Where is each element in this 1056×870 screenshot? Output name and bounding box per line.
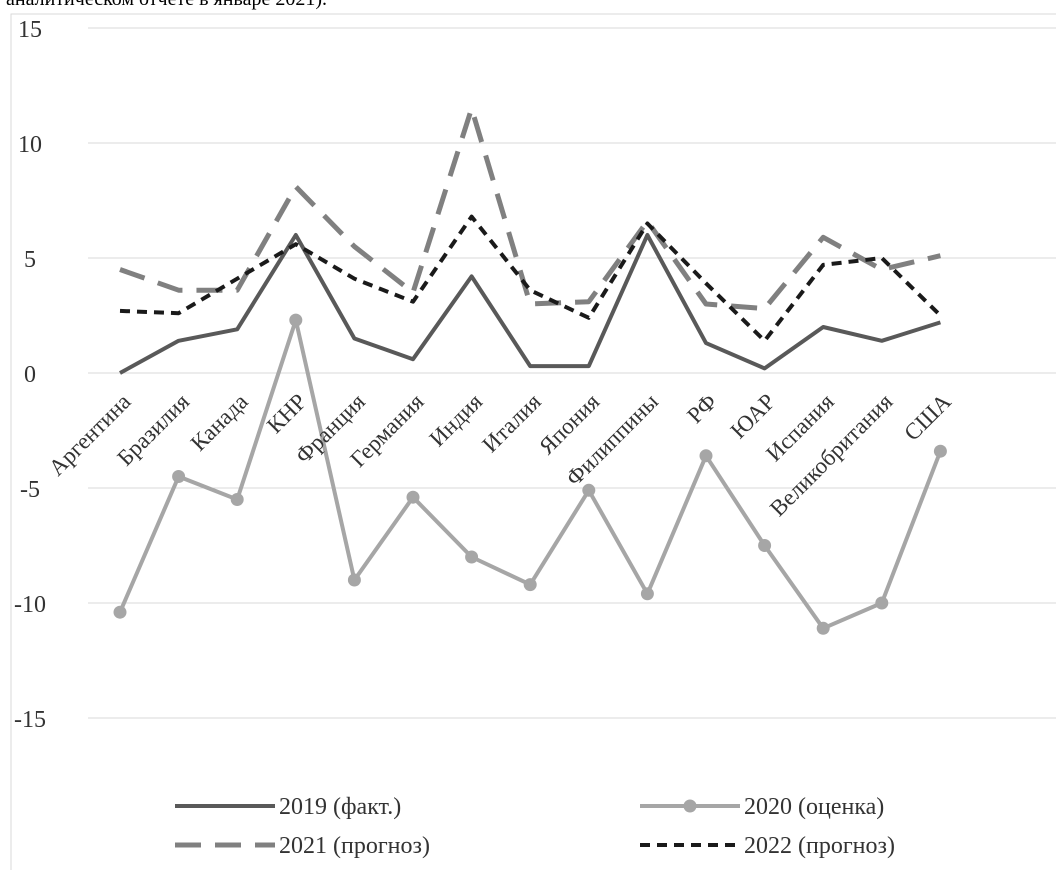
series-lines xyxy=(113,106,947,635)
x-category-label: ЮАР xyxy=(726,389,781,444)
data-point xyxy=(875,596,889,610)
series-line-0 xyxy=(119,233,941,375)
y-tick-label: 10 xyxy=(18,132,42,158)
data-point xyxy=(406,490,420,504)
data-point xyxy=(465,550,479,564)
y-tick-label: 15 xyxy=(18,17,42,43)
legend-label: 2022 (прогноз) xyxy=(744,833,895,859)
legend-label: 2021 (прогноз) xyxy=(279,833,430,859)
chart-border xyxy=(10,13,1056,870)
x-category-label: США xyxy=(899,389,956,446)
chart-caption: аналитическом отчете в январе 2021). xyxy=(6,0,327,11)
data-point xyxy=(933,444,947,458)
x-category-label: Канада xyxy=(186,389,253,456)
legend-marker xyxy=(683,799,697,813)
y-tick-label: 0 xyxy=(24,362,36,388)
legend-label: 2020 (оценка) xyxy=(744,794,884,820)
x-category-label: РФ xyxy=(682,389,721,428)
x-category-label: Индия xyxy=(425,389,488,452)
legend-label: 2019 (факт.) xyxy=(279,794,401,820)
data-point xyxy=(347,573,361,587)
x-category-label: Аргентина xyxy=(44,389,136,481)
gridlines xyxy=(88,27,1056,719)
data-point xyxy=(523,578,537,592)
y-tick-label: 5 xyxy=(24,247,36,273)
data-point xyxy=(816,621,830,635)
y-tick-label: -10 xyxy=(14,592,46,618)
data-point xyxy=(640,587,654,601)
legend: 2019 (факт.) 2020 (оценка) 2021 (прогноз) 2… xyxy=(175,794,895,859)
y-tick-label: -15 xyxy=(14,707,46,733)
data-point xyxy=(289,313,303,327)
data-point xyxy=(172,470,186,483)
series-line-2 xyxy=(119,106,941,312)
y-tick-label: -5 xyxy=(20,477,40,503)
y-axis-tick-labels: 15 10 5 0 -5 -10 -15 xyxy=(14,17,46,733)
data-point xyxy=(113,605,127,619)
data-point xyxy=(758,539,772,552)
data-point xyxy=(230,493,244,506)
data-point xyxy=(582,483,596,497)
data-point xyxy=(699,449,713,463)
x-category-label: Италия xyxy=(477,389,546,458)
